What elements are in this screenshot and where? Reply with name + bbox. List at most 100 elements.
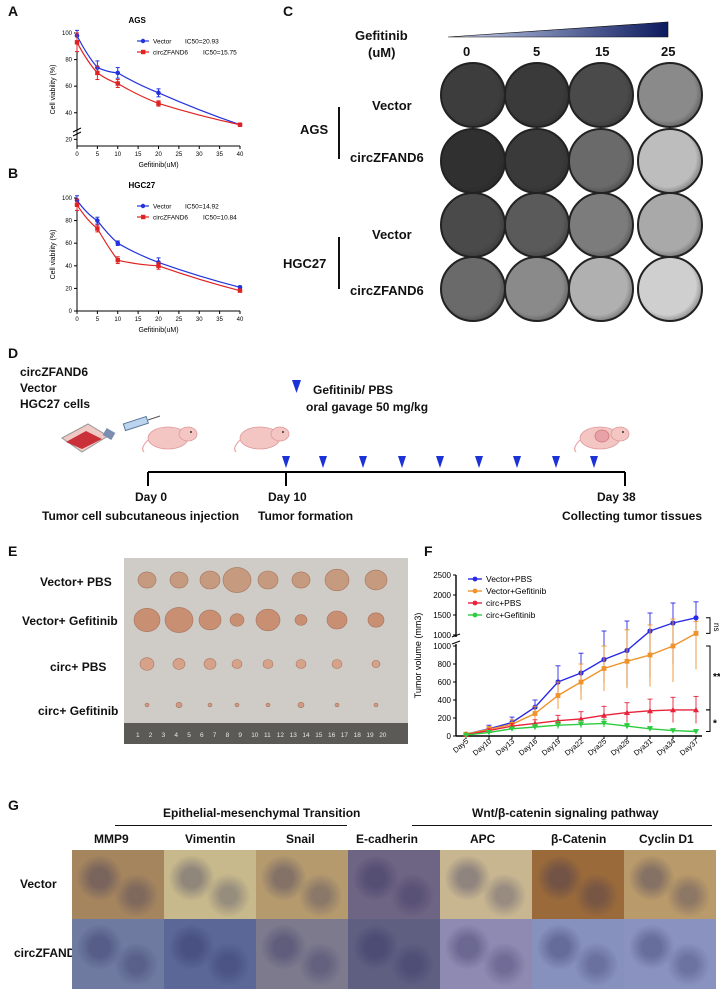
legend-marker <box>140 38 146 44</box>
ihc-image <box>532 850 624 920</box>
data-point <box>555 722 561 729</box>
legend-ic50: IC50=15.75 <box>203 50 237 57</box>
wnt-group-line <box>412 825 712 826</box>
x-tick-label: 5 <box>96 152 100 158</box>
data-point <box>624 709 630 715</box>
mouse-head <box>178 426 198 442</box>
legend-marker <box>472 612 478 618</box>
x-tick-label: 10 <box>114 317 121 323</box>
ihc-image <box>72 919 164 989</box>
y-tick-label: 40 <box>65 264 72 270</box>
day38-label: Day 38 <box>597 490 636 504</box>
x-axis-label: Gefitinib(uM) <box>138 327 178 334</box>
tumor <box>199 570 221 590</box>
gefitinib-unit: (uM) <box>368 45 396 60</box>
tumor <box>255 608 281 632</box>
legend-series-name: Vector <box>153 204 172 211</box>
day0-description: Tumor cell subcutaneous injection <box>42 509 240 523</box>
dose-15: 15 <box>595 44 610 59</box>
data-point <box>624 723 630 730</box>
x-tick-label: Dya25 <box>586 737 608 758</box>
tumor <box>203 658 217 670</box>
mouse-tail <box>142 439 149 453</box>
tumor <box>326 610 348 630</box>
data-point <box>509 726 515 732</box>
emt-group-line <box>115 825 347 826</box>
tumor <box>234 702 240 708</box>
x-tick-label: 10 <box>114 152 121 158</box>
mouse-eye <box>622 431 624 433</box>
axis-break-mark <box>451 640 461 645</box>
row-label-circ-pbs: circ+ PBS <box>50 660 107 674</box>
x-tick-label: Day13 <box>494 737 516 758</box>
row-label-vector-gefitinib: Vector+ Gefitinib <box>22 614 118 628</box>
x-tick-label: 40 <box>237 317 244 323</box>
day0-label: Day 0 <box>135 490 168 504</box>
tumor <box>265 702 271 708</box>
significance-bracket <box>706 645 711 711</box>
x-tick-label: Day5 <box>451 737 470 755</box>
ruler <box>124 723 408 744</box>
ihc-image <box>348 850 440 920</box>
panel-label-b: B <box>8 165 19 181</box>
dose-5: 5 <box>533 44 541 59</box>
mouse-head <box>270 426 290 442</box>
x-tick-label: 20 <box>155 152 162 158</box>
ihc-image <box>348 919 440 989</box>
x-tick-label: Dya31 <box>632 737 654 758</box>
treatment-label: Gefitinib/ PBS <box>313 383 394 397</box>
colony-dish <box>440 62 506 128</box>
ihc-image <box>164 850 256 920</box>
series-curve <box>76 199 241 288</box>
mouse-icon-day0 <box>142 426 198 453</box>
tumor <box>231 659 243 669</box>
dose-marker <box>359 456 367 468</box>
ruler-number: 2 <box>149 732 153 739</box>
data-point <box>95 70 100 76</box>
mouse-icon-day38 <box>574 426 630 453</box>
tumor <box>164 607 194 633</box>
emt-group-title: Epithelial-mesenchymal Transition <box>163 806 361 820</box>
ihc-image <box>624 919 716 989</box>
y-axis-label: Tumor volume (mm3) <box>413 613 423 699</box>
data-point <box>532 724 538 730</box>
y-tick-label: 40 <box>65 111 72 117</box>
dose-25: 25 <box>661 44 676 59</box>
x-tick-label: Day10 <box>471 737 493 758</box>
data-point <box>237 284 243 290</box>
colony-dish <box>440 128 506 194</box>
ruler-number: 10 <box>251 732 259 739</box>
axis-break-mark <box>72 127 82 133</box>
ihc-row-vector: Vector <box>20 877 57 891</box>
dose-marker <box>282 456 290 468</box>
tumor <box>169 571 189 589</box>
gefitinib-title: Gefitinib <box>355 28 408 43</box>
legend-series-name: circZFAND6 <box>153 215 188 222</box>
day10-label: Day 10 <box>268 490 307 504</box>
colony-dish <box>504 256 570 322</box>
ihc-image <box>256 850 348 920</box>
colony-dish <box>440 256 506 322</box>
colony-dish <box>637 192 703 258</box>
ruler-number: 12 <box>277 732 285 739</box>
legend-ic50: IC50=20.93 <box>185 39 219 46</box>
ihc-image <box>440 919 532 989</box>
y-tick-label: 0 <box>69 309 73 315</box>
x-tick-label: 30 <box>196 152 203 158</box>
x-tick-label: 5 <box>96 317 100 323</box>
data-point <box>95 218 100 223</box>
y-axis-label: Cell viability (%) <box>50 230 57 280</box>
y-tick-label: 400 <box>438 696 452 705</box>
y-tick-label: 1000 <box>433 642 451 651</box>
data-point <box>237 122 243 127</box>
tumor-photo: 1 2 3 4 5 6 7 8 9 10 11 12 13 14 15 16 17 18 19 20 <box>124 558 408 744</box>
colony-dish <box>568 62 634 128</box>
data-point <box>578 721 584 728</box>
ruler-number: 8 <box>226 732 230 739</box>
data-point <box>693 729 699 735</box>
ruler-number: 14 <box>302 732 310 739</box>
x-tick-label: 40 <box>237 152 244 158</box>
mouse-eye <box>190 431 192 433</box>
x-tick-label: Dya34 <box>655 737 677 758</box>
mouse-icon-day10 <box>234 426 290 453</box>
